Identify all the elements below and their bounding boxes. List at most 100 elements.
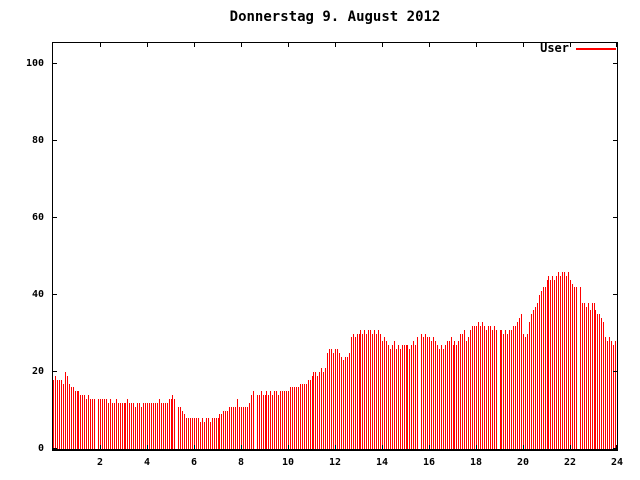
impulse-bar bbox=[135, 407, 136, 449]
impulse-bar bbox=[468, 337, 469, 449]
impulse-bar bbox=[437, 345, 438, 449]
legend-label: User bbox=[540, 41, 569, 55]
impulse-bar bbox=[129, 403, 130, 449]
impulse-bar bbox=[364, 330, 365, 449]
impulse-bar bbox=[470, 330, 471, 449]
impulse-bar bbox=[104, 399, 105, 449]
impulse-bar bbox=[259, 395, 260, 449]
impulse-bar bbox=[613, 345, 614, 449]
impulse-bar bbox=[245, 407, 246, 449]
impulse-bar bbox=[216, 418, 217, 449]
impulse-bar bbox=[270, 391, 271, 449]
impulse-bar bbox=[159, 399, 160, 449]
impulse-bar bbox=[71, 387, 72, 449]
impulse-bar bbox=[548, 276, 549, 449]
impulse-bar bbox=[406, 345, 407, 449]
impulse-bar bbox=[257, 395, 258, 449]
impulse-bar bbox=[188, 418, 189, 449]
impulse-bar bbox=[118, 403, 119, 449]
x-axis-tick-label: 20 bbox=[516, 457, 530, 468]
impulse-bar bbox=[194, 418, 195, 449]
impulse-bar bbox=[466, 341, 467, 449]
impulse-bar bbox=[237, 399, 238, 449]
y-axis-tick bbox=[613, 371, 617, 372]
impulse-bar bbox=[353, 334, 354, 449]
impulse-bar bbox=[308, 380, 309, 449]
impulse-bar bbox=[294, 387, 295, 449]
impulse-bar bbox=[370, 330, 371, 449]
impulse-bar bbox=[449, 341, 450, 449]
impulse-bar bbox=[349, 353, 350, 449]
impulse-bar bbox=[374, 330, 375, 449]
impulse-bar bbox=[153, 403, 154, 449]
impulse-bar bbox=[517, 322, 518, 449]
x-axis-tick bbox=[616, 445, 617, 449]
impulse-bar bbox=[359, 334, 360, 449]
impulse-bar bbox=[110, 399, 111, 449]
impulse-bar bbox=[490, 326, 491, 449]
impulse-bar bbox=[65, 372, 66, 449]
impulse-bar bbox=[558, 272, 559, 449]
impulse-bar bbox=[174, 399, 175, 449]
impulse-bar bbox=[588, 303, 589, 449]
impulse-bar bbox=[78, 391, 79, 449]
x-axis-tick bbox=[523, 445, 524, 449]
impulse-bar bbox=[574, 287, 575, 449]
impulse-bar bbox=[382, 341, 383, 449]
impulse-bar bbox=[149, 403, 150, 449]
x-axis-tick-label: 22 bbox=[563, 457, 577, 468]
impulse-bar bbox=[200, 422, 201, 449]
impulse-bar bbox=[523, 334, 524, 449]
x-axis-tick bbox=[147, 445, 148, 449]
x-axis-tick bbox=[288, 43, 289, 47]
impulse-bar bbox=[513, 326, 514, 449]
impulse-bar bbox=[345, 357, 346, 449]
x-axis-tick-label: 8 bbox=[237, 457, 245, 468]
impulse-bar bbox=[496, 330, 497, 449]
x-axis-tick bbox=[616, 43, 617, 47]
impulse-bar bbox=[229, 407, 230, 449]
impulse-bar bbox=[155, 403, 156, 449]
impulse-bar bbox=[429, 337, 430, 449]
x-axis-tick bbox=[147, 43, 148, 47]
impulse-bar bbox=[88, 395, 89, 449]
x-axis-tick bbox=[288, 445, 289, 449]
impulse-bar bbox=[82, 395, 83, 449]
impulse-bar bbox=[241, 407, 242, 449]
impulse-bar bbox=[141, 407, 142, 449]
impulse-bar bbox=[219, 414, 220, 449]
x-axis-tick bbox=[335, 445, 336, 449]
y-axis-tick bbox=[53, 294, 57, 295]
impulse-bar bbox=[388, 345, 389, 449]
impulse-bar bbox=[541, 291, 542, 449]
y-axis-tick bbox=[53, 63, 57, 64]
impulse-bar bbox=[357, 334, 358, 449]
impulse-bar bbox=[447, 341, 448, 449]
impulse-bar bbox=[445, 345, 446, 449]
y-axis-tick-label: 40 bbox=[31, 289, 44, 300]
x-axis-tick bbox=[570, 43, 571, 47]
impulse-bar bbox=[310, 380, 311, 449]
impulse-bar bbox=[98, 399, 99, 449]
x-axis-tick-label: 2 bbox=[96, 457, 104, 468]
impulse-bar bbox=[137, 403, 138, 449]
impulse-bar bbox=[313, 372, 314, 449]
impulse-bar bbox=[265, 395, 266, 449]
impulse-bar bbox=[435, 341, 436, 449]
impulse-bar bbox=[615, 341, 616, 449]
impulse-bar bbox=[192, 418, 193, 449]
x-axis-tick bbox=[382, 43, 383, 47]
impulse-bar bbox=[462, 334, 463, 449]
impulse-bar bbox=[67, 376, 68, 449]
impulse-bar bbox=[472, 326, 473, 449]
impulse-bar bbox=[407, 345, 408, 449]
impulse-bar bbox=[539, 295, 540, 449]
impulse-bar bbox=[53, 380, 54, 449]
impulse-bar bbox=[73, 387, 74, 449]
impulse-bar bbox=[611, 341, 612, 449]
impulse-bar bbox=[443, 349, 444, 449]
impulse-bar bbox=[178, 407, 179, 449]
x-axis-tick bbox=[241, 445, 242, 449]
impulse-bar bbox=[547, 280, 548, 449]
impulse-bar bbox=[247, 407, 248, 449]
